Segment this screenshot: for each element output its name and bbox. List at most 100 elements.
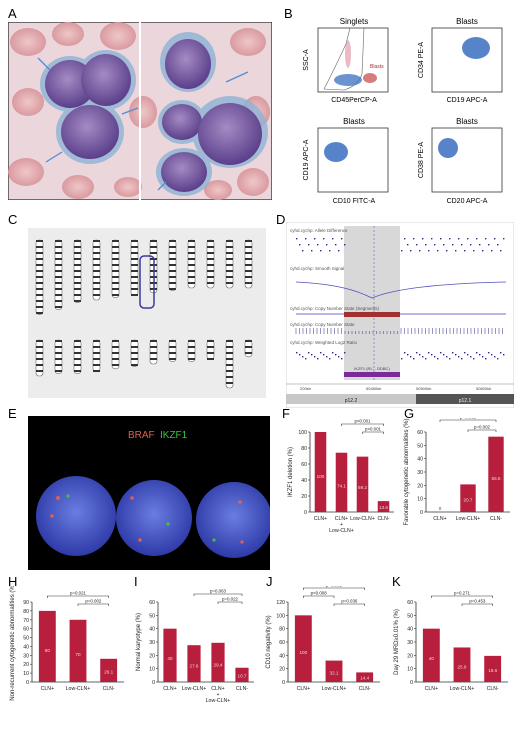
bar-value-label: 32.1 [330, 670, 339, 675]
category-label: CLN+ [425, 686, 438, 692]
copy-number-plot: cyhd.cychp: Allele Difference cyhd.cychp… [286, 222, 514, 408]
p-value-label: p<0.001 [355, 419, 372, 424]
bar-value-label: 40 [429, 656, 435, 661]
p-value-label: p=0.021 [70, 591, 87, 596]
p-value-label: p<0.001 [365, 427, 382, 432]
chart-g: 0 10 20 30 40 50 60 Favorable cytogenetic abnor… [404, 418, 510, 526]
fish-probe-braf: BRAF [128, 430, 155, 441]
significance-bracket [431, 595, 493, 598]
y-tick-label: 30 [23, 653, 29, 659]
y-tick-label: 10 [417, 497, 423, 503]
karyogram-image [28, 228, 266, 398]
flow-plot-3-xlabel: CD10 FITC-A [333, 198, 376, 205]
bar-value-label: 10.7 [238, 674, 247, 679]
panel-h-letter: H [8, 574, 18, 589]
category-label: Low-CLN+ [66, 686, 91, 692]
track-label-2: cyhd.cychp: Copy Number State (Segments) [290, 306, 380, 311]
y-tick-label: 50 [417, 443, 423, 449]
category-label: CLN- [490, 516, 502, 522]
y-tick-label: 10 [23, 671, 29, 677]
y-tick-label: 40 [23, 644, 29, 650]
bar [484, 655, 502, 682]
p-value-label: p<0.001 [326, 586, 343, 588]
bar [100, 658, 118, 682]
bar-value-label: 29.4 [214, 662, 223, 667]
flow-plot-3-title: Blasts [343, 117, 365, 126]
y-tick-label: 60 [301, 462, 307, 468]
flow-plot-2-xlabel: CD19 APC-A [447, 97, 488, 104]
flow-plot-1-title: Singlets [340, 17, 368, 26]
bar-value-label: 100 [299, 650, 307, 655]
bar [325, 660, 343, 682]
blast-morphology-image [8, 22, 272, 200]
y-tick-label: 60 [149, 600, 155, 606]
y-tick-label: 100 [276, 613, 285, 619]
flow-plot-1-ylabel: SSC-A [303, 49, 310, 71]
bar [294, 615, 312, 682]
p-value-label: p=0.453 [469, 599, 486, 604]
bar [69, 619, 87, 682]
chart-h: 0 10 20 30 40 50 60 70 80 90 Non-recurrent cytogen… [10, 586, 124, 701]
bar-value-label: 14.4 [360, 676, 369, 681]
bar [211, 642, 225, 682]
bar-value-label: 25.9 [458, 664, 467, 669]
y-tick-label: 60 [407, 600, 413, 606]
category-label: Low-CLN+ [450, 686, 475, 692]
y-tick-label: 0 [304, 510, 307, 516]
band-left-label: p12.2 [345, 398, 358, 404]
bar-value-label: 74.1 [337, 483, 346, 488]
bar-value-label: 26.1 [104, 670, 113, 675]
category-label: Low-CLN+ [322, 686, 347, 692]
y-tick-label: 60 [23, 627, 29, 633]
y-tick-label: 40 [149, 627, 155, 633]
track-label-4: cyhd.cychp: Weighted Log2 Ratio [290, 340, 357, 345]
category-label: CLN+ [314, 516, 327, 522]
y-tick-label: 0 [410, 680, 413, 686]
y-tick-label: 90 [23, 600, 29, 606]
karyogram-highlight-chr7 [139, 255, 155, 309]
significance-bracket [341, 423, 384, 426]
y-tick-label: 20 [417, 483, 423, 489]
y-tick-label: 120 [276, 600, 285, 606]
panel-f-letter: F [282, 406, 290, 421]
bar [488, 436, 504, 512]
flow-plot-4-ylabel: CD38 PE-A [418, 142, 425, 179]
y-tick-label: 80 [301, 446, 307, 452]
flow-plot-4-frame [431, 127, 503, 193]
panel-b-letter: B [284, 6, 293, 21]
bar [235, 667, 249, 682]
category-label: Low-CLN+ [182, 686, 207, 692]
y-axis-label: IKZF1 deletion (%) [288, 447, 294, 497]
gene-marker [344, 372, 400, 377]
p-value-label: p=0.022 [222, 597, 239, 602]
category-label: CLN+ [297, 686, 310, 692]
track-label-1: cyhd.cychp: Smooth Signal [290, 266, 344, 271]
bar-value-label: 0 [439, 506, 442, 511]
category-label: CLN- [377, 516, 389, 522]
bar [377, 501, 390, 512]
panel-g-letter: G [404, 406, 415, 421]
fish-signals [50, 494, 244, 544]
flow-plot-3-frame [317, 127, 389, 193]
flow-plot-1-frame [317, 27, 389, 93]
category-label: CLN+ [41, 686, 54, 692]
chart-k: 0 10 20 30 40 50 60 Day 29 MRD≥0.01% (%) 40 CLN+ 2… [394, 591, 508, 692]
significance-bracket [362, 431, 384, 434]
y-tick-label: 20 [149, 653, 155, 659]
flow-gate-label: Blasts [370, 64, 384, 70]
bar [335, 452, 348, 512]
flow-plot-2-frame [431, 27, 503, 93]
y-tick-label: 60 [417, 430, 423, 436]
bar-value-label: 56.5 [492, 476, 501, 481]
y-tick-label: 30 [149, 640, 155, 646]
band-left [286, 394, 416, 404]
track-label-3: cyhd.cychp: Copy Number State [290, 322, 355, 327]
p-value-label: p=0.036 [341, 599, 358, 604]
y-tick-label: 40 [417, 457, 423, 463]
category-label: Low-CLN+ [456, 516, 481, 522]
bar-value-label: 100 [317, 474, 325, 479]
fish-probe-ikzf1: IKZF1 [160, 430, 188, 441]
panel-d-letter: D [276, 212, 286, 227]
y-tick-label: 60 [279, 640, 285, 646]
y-tick-label: 10 [149, 667, 155, 673]
